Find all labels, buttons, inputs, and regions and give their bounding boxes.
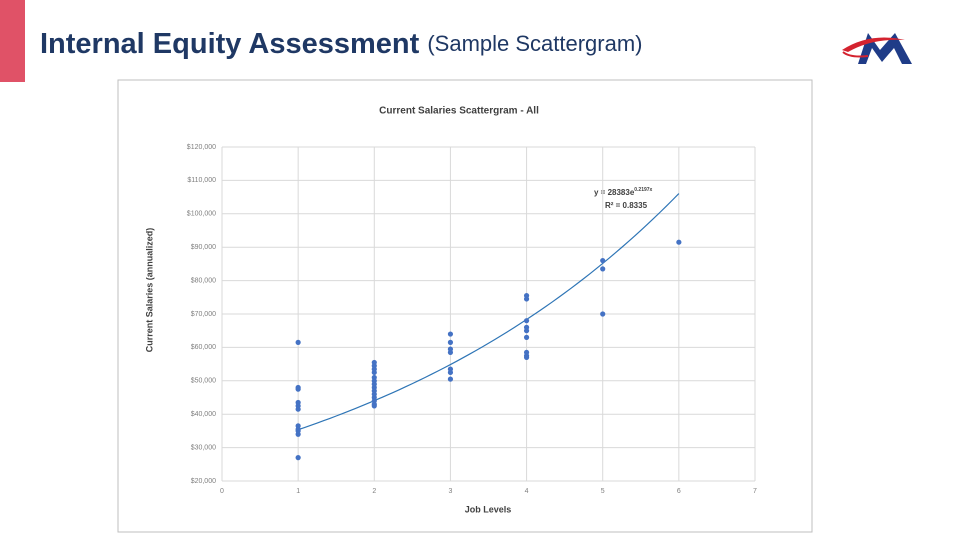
x-axis-title: Job Levels	[465, 504, 512, 514]
point	[447, 369, 454, 376]
trend-equation: y = 28383e0.2197x	[594, 187, 653, 197]
point	[295, 339, 301, 345]
point	[371, 369, 377, 376]
x-tick-label: 1	[296, 488, 300, 495]
point	[447, 349, 454, 356]
point	[523, 296, 530, 302]
point	[371, 403, 377, 409]
trendline	[297, 193, 680, 431]
y-tick-label: $100,000	[187, 211, 216, 218]
y-tick-label: $110,000	[187, 177, 216, 184]
x-tick-label: 2	[372, 488, 376, 495]
chart-title: Current Salaries Scattergram - All	[379, 106, 539, 117]
point	[295, 455, 301, 461]
y-axis-title: Current Salaries (annualized)	[144, 228, 154, 353]
y-tick-label: $60,000	[191, 344, 216, 351]
point	[447, 331, 454, 337]
point	[447, 339, 454, 345]
title-sub: (Sample Scattergram)	[427, 31, 642, 56]
equation: y = 28383e	[594, 188, 635, 197]
point	[600, 257, 606, 264]
point	[600, 311, 606, 317]
point	[295, 431, 301, 437]
equation-exponent: 0.2197x	[634, 187, 652, 193]
y-tick-label: $90,000	[191, 244, 216, 251]
x-tick-label: 6	[677, 488, 681, 495]
point	[523, 354, 530, 361]
x-tick-label: 7	[753, 488, 757, 495]
y-tick-label: $70,000	[191, 311, 216, 318]
logo	[842, 33, 912, 64]
title-main: Internal Equity Assessment	[40, 28, 420, 60]
point	[600, 266, 606, 272]
y-tick-label: $50,000	[191, 378, 216, 385]
y-tick-label: $80,000	[191, 277, 216, 284]
point	[295, 386, 301, 392]
r-squared: R² = 0.8335	[605, 201, 648, 210]
point	[523, 334, 530, 340]
slide-title: Internal Equity Assessment (Sample Scatt…	[40, 28, 643, 60]
y-tick-label: $20,000	[191, 478, 216, 485]
y-tick-label: $40,000	[191, 411, 216, 418]
x-tick-label: 5	[601, 488, 605, 495]
x-tick-label: 3	[448, 488, 452, 495]
x-tick-label: 4	[525, 488, 529, 495]
x-tick-label: 0	[220, 488, 224, 495]
y-tick-label: $120,000	[187, 144, 216, 151]
point	[523, 328, 530, 334]
chart-frame	[117, 79, 813, 533]
accent-bar	[0, 0, 25, 82]
point	[676, 239, 682, 245]
point	[523, 318, 530, 324]
y-tick-label: $30,000	[191, 444, 216, 451]
point	[295, 406, 301, 412]
point	[447, 376, 454, 382]
